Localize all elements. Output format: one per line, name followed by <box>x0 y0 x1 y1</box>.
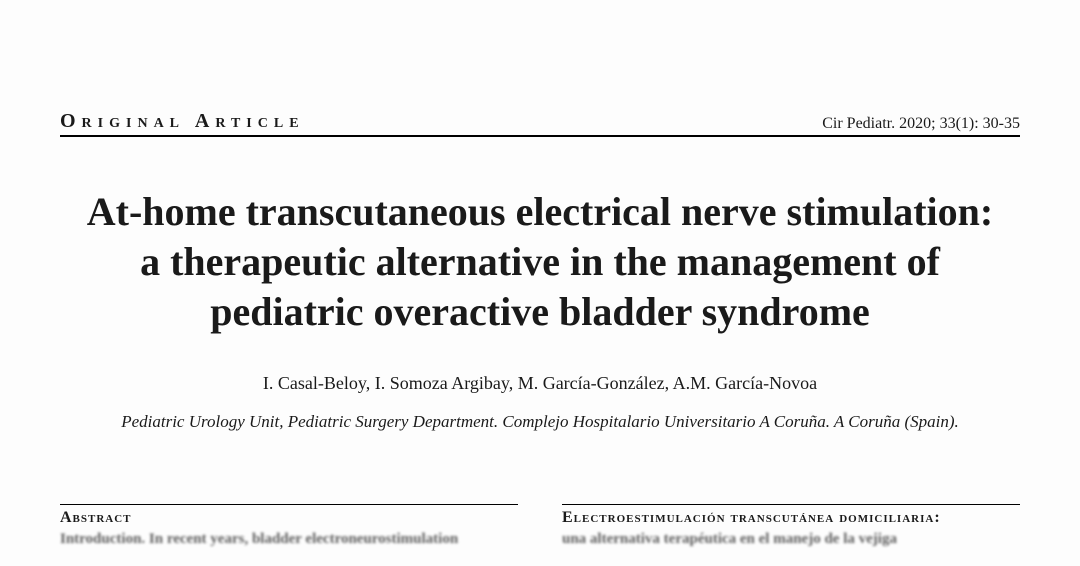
spanish-heading: Electroestimulación transcutánea domicil… <box>562 504 1020 527</box>
abstract-columns: Abstract Introduction. In recent years, … <box>60 504 1020 548</box>
article-title-line1: At-home transcutaneous electrical nerve … <box>60 187 1020 237</box>
article-title-line3: pediatric overactive bladder syndrome <box>60 287 1020 337</box>
header-row: Original Article Cir Pediatr. 2020; 33(1… <box>60 110 1020 137</box>
article-title-line2: a therapeutic alternative in the managem… <box>60 237 1020 287</box>
title-block: At-home transcutaneous electrical nerve … <box>60 187 1020 337</box>
authors-list: I. Casal-Beloy, I. Somoza Argibay, M. Ga… <box>60 373 1020 394</box>
abstract-heading: Abstract <box>60 504 518 527</box>
right-column: Electroestimulación transcutánea domicil… <box>562 504 1020 548</box>
article-page: Original Article Cir Pediatr. 2020; 33(1… <box>0 0 1080 566</box>
section-label: Original Article <box>60 110 305 133</box>
spanish-intro-fragment: una alternativa terapéutica en el manejo… <box>562 531 1020 548</box>
affiliation: Pediatric Urology Unit, Pediatric Surger… <box>60 412 1020 432</box>
abstract-intro-fragment: Introduction. In recent years, bladder e… <box>60 531 518 548</box>
top-margin <box>60 0 1020 110</box>
left-column: Abstract Introduction. In recent years, … <box>60 504 518 548</box>
journal-citation: Cir Pediatr. 2020; 33(1): 30-35 <box>822 115 1020 133</box>
